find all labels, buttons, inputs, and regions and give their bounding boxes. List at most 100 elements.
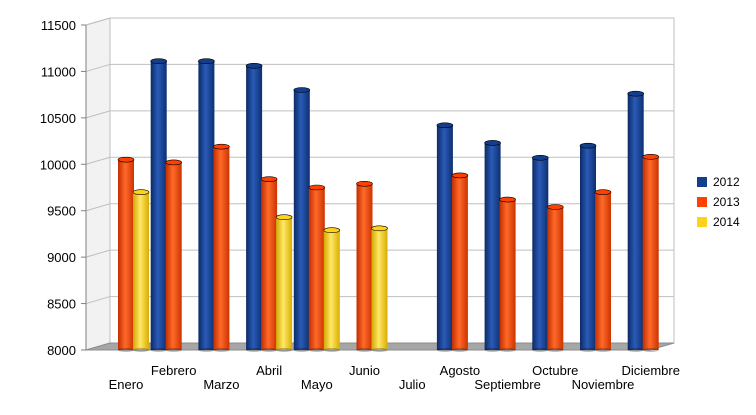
legend-label: 2014 xyxy=(713,215,740,229)
x-tick-label: Mayo xyxy=(301,377,333,392)
bar-top xyxy=(308,184,326,191)
bar-top xyxy=(579,142,597,149)
bar-2012-marzo xyxy=(198,58,215,352)
bar-2013-febrero xyxy=(165,159,182,352)
gridline xyxy=(85,203,111,212)
bar-body xyxy=(150,61,167,350)
x-tick-label: Junio xyxy=(349,363,380,378)
bar-top xyxy=(499,196,516,203)
bar-base xyxy=(246,348,263,352)
bar-2013-octubre xyxy=(546,204,564,352)
bar-body xyxy=(118,159,134,350)
bar-body xyxy=(627,93,644,350)
bar-base xyxy=(642,348,659,352)
bar-top xyxy=(245,63,263,69)
bar-body xyxy=(371,228,388,350)
bar-base xyxy=(261,348,278,352)
bar-base xyxy=(213,348,230,352)
x-tick-label: Agosto xyxy=(440,363,480,378)
bar-2014-mayo xyxy=(323,227,341,352)
bar-base xyxy=(150,348,167,352)
bar-top xyxy=(531,154,549,161)
legend-item-2013: 2013 xyxy=(697,195,740,209)
bar-base xyxy=(198,348,215,352)
bar-top xyxy=(198,58,215,65)
bar-body xyxy=(580,145,596,350)
bar-2012-febrero xyxy=(150,58,167,352)
bar-base xyxy=(165,348,182,352)
bar-2014-junio xyxy=(371,225,388,352)
bar-body xyxy=(261,179,278,350)
bar-top xyxy=(642,154,660,160)
bar-2012-mayo xyxy=(293,87,311,352)
y-tick-label: 10000 xyxy=(40,157,76,172)
bar-2013-agosto xyxy=(451,172,469,352)
y-axis-ticks: 8000 8500 9000 9500 10000 10500 11000 11500 xyxy=(40,18,87,358)
x-tick-label: Febrero xyxy=(151,363,197,378)
legend-swatch xyxy=(697,197,707,207)
bar-top xyxy=(594,189,612,195)
bar-body xyxy=(133,192,149,350)
bar-body xyxy=(198,61,215,350)
y-tick-label: 9000 xyxy=(47,250,76,265)
y-tick-label: 9500 xyxy=(47,204,76,219)
bar-top xyxy=(356,180,373,187)
bar-body xyxy=(276,217,293,350)
bar-base xyxy=(118,348,134,352)
bar-top xyxy=(436,122,454,129)
bar-top xyxy=(213,143,230,150)
bar-body xyxy=(356,183,373,350)
bar-base xyxy=(308,348,325,352)
x-tick-label: Enero xyxy=(109,377,144,392)
bar-body xyxy=(484,142,501,350)
bar-top xyxy=(627,90,645,97)
bar-top xyxy=(371,225,388,232)
legend-label: 2012 xyxy=(713,175,740,189)
y-tick-label: 8000 xyxy=(47,343,76,358)
bar-base xyxy=(451,348,468,352)
bar-2013-junio xyxy=(356,180,373,352)
bar-2012-abril xyxy=(245,63,263,352)
legend-swatch xyxy=(697,217,707,227)
bar-body xyxy=(451,175,468,350)
bar-2014-abril xyxy=(275,214,293,352)
bar-body xyxy=(595,192,611,350)
bar-top xyxy=(293,87,311,93)
bar-2012-diciembre xyxy=(627,90,645,352)
bar-body xyxy=(323,230,340,350)
legend-item-2012: 2012 xyxy=(697,175,740,189)
bar-body xyxy=(308,187,325,350)
gridline xyxy=(85,63,111,72)
bar-2013-abril xyxy=(260,176,278,352)
bar-2012-octubre xyxy=(531,154,549,352)
x-tick-label: Marzo xyxy=(203,377,239,392)
bar-base xyxy=(293,348,310,352)
x-tick-label: Octubre xyxy=(532,363,578,378)
bar-2013-mayo xyxy=(308,184,326,352)
bar-top xyxy=(323,227,341,234)
bar-base xyxy=(276,348,293,352)
bar-body xyxy=(213,146,230,350)
gridline xyxy=(85,296,111,305)
gridline xyxy=(85,17,111,26)
bar-base xyxy=(133,348,149,352)
bar-body xyxy=(165,162,182,350)
x-tick-label: Septiembre xyxy=(474,377,540,392)
bar-body xyxy=(532,157,549,350)
x-tick-label: Diciembre xyxy=(621,363,680,378)
y-tick-label: 11500 xyxy=(41,18,76,33)
bar-body xyxy=(293,90,310,350)
bar-body xyxy=(246,65,263,350)
bar-base xyxy=(595,348,611,352)
y-tick-label: 10500 xyxy=(40,111,76,126)
x-axis-ticks: Enero Febrero Marzo Abril Mayo Junio Julio Agos… xyxy=(109,363,680,392)
bar-body xyxy=(499,199,516,350)
bar-2013-septiembre xyxy=(499,196,516,352)
bar-base xyxy=(532,348,549,352)
bar-2013-noviembre xyxy=(594,189,612,352)
bar-base xyxy=(323,348,340,352)
bar-base xyxy=(356,348,373,352)
x-tick-label: Noviembre xyxy=(572,377,635,392)
x-tick-label: Julio xyxy=(399,377,426,392)
